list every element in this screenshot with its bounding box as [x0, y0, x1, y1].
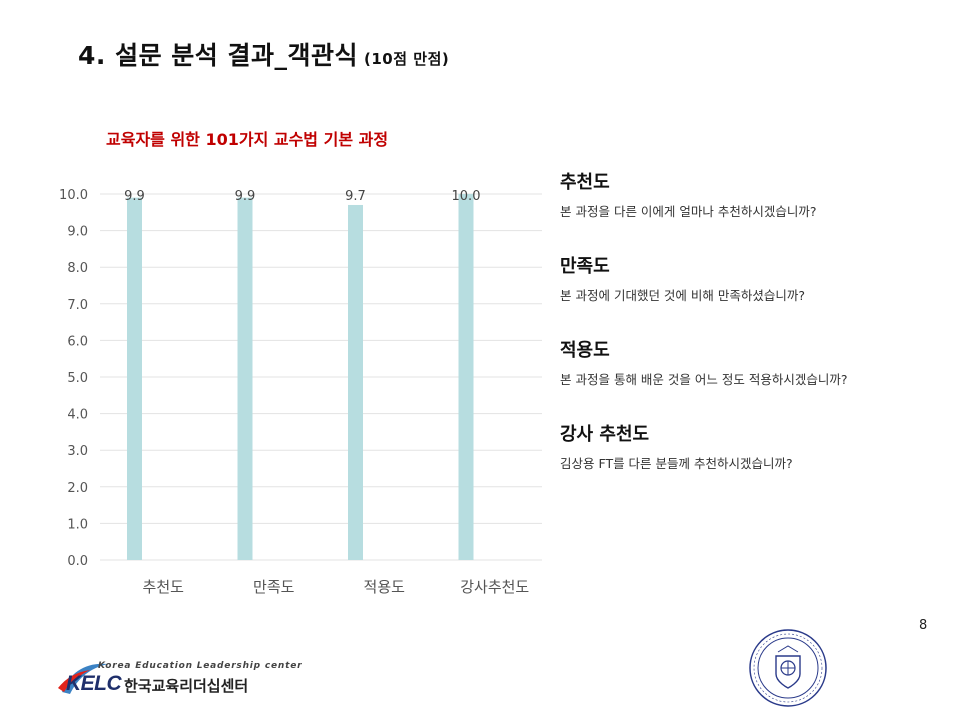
- bar: [127, 197, 142, 560]
- question-recommend: 추천도 본 과정을 다른 이에게 얼마나 추천하시겠습니까?: [560, 168, 817, 220]
- question-instructor: 강사 추천도 김상용 FT를 다른 분들께 추천하시겠습니까?: [560, 420, 793, 472]
- university-seal-icon: [749, 629, 827, 707]
- y-tick-label: 5.0: [67, 371, 88, 386]
- slide-title: 4. 설문 분석 결과_객관식 (10점 만점): [78, 36, 449, 72]
- y-tick-label: 2.0: [67, 481, 88, 496]
- logo-korean: 한국교육리더십센터: [124, 677, 249, 695]
- y-tick-label: 10.0: [59, 188, 88, 203]
- data-label: 9.9: [124, 189, 145, 204]
- x-tick-label: 적용도: [364, 578, 406, 596]
- bar-chart: 0.0 1.0 2.0 3.0 4.0 5.0 6.0 7.0 8.0 9.0 10.0 9.9 추천도…: [59, 188, 542, 596]
- question-satisfaction: 만족도 본 과정에 기대했던 것에 비해 만족하셨습니까?: [560, 252, 805, 304]
- logo-abbr: KELC: [66, 672, 122, 695]
- question-text: 본 과정을 다른 이에게 얼마나 추천하시겠습니까?: [560, 204, 817, 219]
- logo-english: Korea Education Leadership center: [98, 661, 303, 671]
- y-tick-label: 7.0: [67, 298, 88, 313]
- data-label: 9.9: [235, 189, 256, 204]
- y-tick-label: 4.0: [67, 408, 88, 423]
- slide-title-note: (10점 만점): [364, 50, 450, 68]
- question-heading: 만족도: [560, 256, 610, 277]
- y-tick-label: 0.0: [67, 554, 88, 569]
- y-tick-label: 6.0: [67, 334, 88, 349]
- question-heading: 적용도: [560, 340, 610, 361]
- y-tick-label: 9.0: [67, 225, 88, 240]
- page-number: 8: [919, 618, 928, 633]
- bar: [348, 204, 363, 561]
- y-tick-label: 1.0: [67, 517, 88, 532]
- question-text: 김상용 FT를 다른 분들께 추천하시겠습니까?: [560, 456, 793, 471]
- x-tick-label: 추천도: [143, 578, 185, 596]
- slide-title-text: 4. 설문 분석 결과_객관식: [78, 41, 359, 70]
- question-heading: 강사 추천도: [560, 424, 650, 445]
- kelc-logo: Korea Education Leadership center KELC 한…: [56, 658, 302, 698]
- x-tick-label: 강사추천도: [460, 578, 529, 596]
- question-heading: 추천도: [560, 172, 610, 193]
- data-label: 10.0: [452, 189, 481, 204]
- bar: [237, 197, 253, 560]
- bar: [458, 194, 474, 560]
- question-application: 적용도 본 과정을 통해 배운 것을 어느 정도 적용하시겠습니까?: [560, 336, 847, 388]
- swoosh-icon: [58, 663, 108, 694]
- question-text: 본 과정을 통해 배운 것을 어느 정도 적용하시겠습니까?: [560, 372, 848, 387]
- data-label: 9.7: [345, 189, 366, 204]
- x-tick-label: 만족도: [253, 578, 295, 596]
- question-text: 본 과정에 기대했던 것에 비해 만족하셨습니까?: [560, 288, 806, 303]
- chart-title: 교육자를 위한 101가지 교수법 기본 과정: [106, 130, 389, 149]
- y-tick-label: 3.0: [67, 444, 88, 459]
- y-tick-label: 8.0: [67, 261, 88, 276]
